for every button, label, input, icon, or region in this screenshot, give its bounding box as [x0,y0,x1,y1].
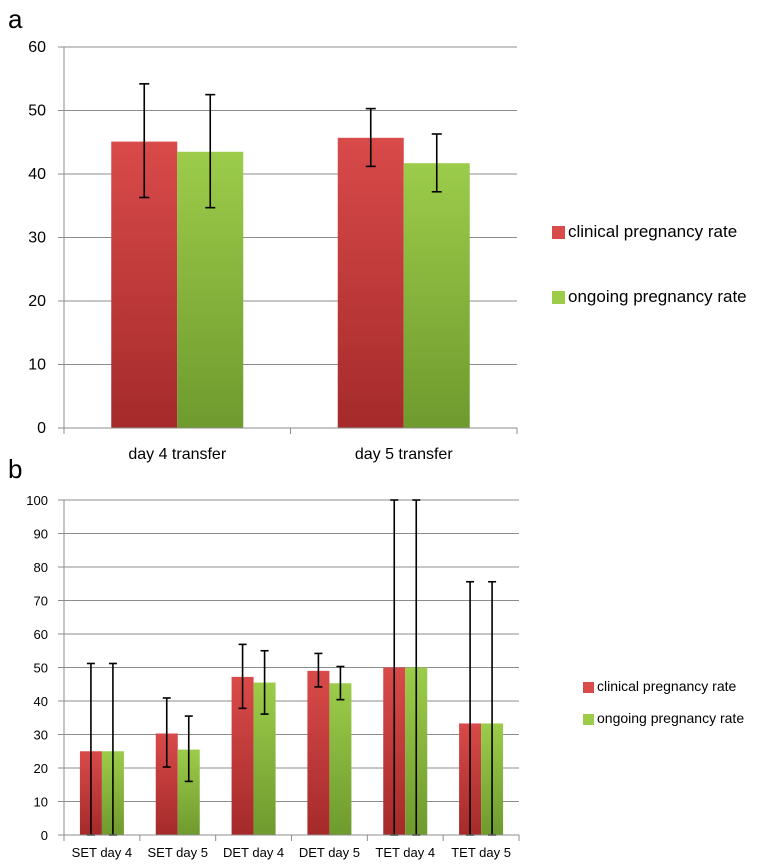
y-tick-label: 20 [34,761,48,776]
y-tick-label: 50 [34,661,48,676]
x-category-label: TET day 4 [375,845,435,860]
chart-a: 0 10 20 30 40 50 60 day 4 transfer day 5 transfe… [28,39,746,463]
legend-swatch-ongoing [552,291,565,304]
x-category-label: DET day 4 [223,845,284,860]
x-category-label: day 4 transfer [128,446,227,463]
bar-ongoing [329,683,352,835]
y-tick-label: 100 [26,493,48,508]
bar-clinical [307,670,330,835]
x-category-label: DET day 5 [299,845,360,860]
y-tick-label: 40 [28,166,46,183]
y-tick-label: 90 [34,527,48,542]
bar-clinical [155,733,178,835]
x-category-label: TET day 5 [451,845,511,860]
x-category-label: day 5 transfer [355,446,454,463]
y-tick-label: 50 [28,103,46,120]
bar-ongoing [403,163,470,428]
legend-label-ongoing: ongoing pregnancy rate [597,710,744,726]
legend-swatch-ongoing [583,714,594,725]
legend-label-clinical: clinical pregnancy rate [568,222,737,241]
x-category-label: SET day 5 [148,845,208,860]
y-tick-label: 60 [34,627,48,642]
y-tick-label: 0 [41,828,48,843]
legend-label-clinical: clinical pregnancy rate [597,678,737,694]
y-tick-label: 60 [28,39,46,56]
bar-ongoing [177,749,200,835]
y-tick-label: 10 [28,357,46,374]
y-tick-label: 40 [34,694,48,709]
y-tick-label: 30 [34,728,48,743]
bar-clinical [337,137,404,428]
y-tick-label: 10 [34,795,48,810]
y-tick-label: 70 [34,594,48,609]
y-tick-label: 80 [34,560,48,575]
y-tick-label: 0 [37,420,46,437]
panel-label-b: b [8,454,22,484]
bar-ongoing [253,682,276,835]
chart-b: 0 10 20 30 40 50 60 70 80 90 100 SET day 4 SET day 5… [26,493,744,860]
x-category-label: SET day 4 [72,845,132,860]
y-tick-label: 20 [28,293,46,310]
legend-label-ongoing: ongoing pregnancy rate [568,287,747,306]
legend-swatch-clinical [552,226,565,239]
y-tick-label: 30 [28,230,46,247]
legend-swatch-clinical [583,682,594,693]
panel-label-a: a [8,4,23,34]
bar-clinical [231,676,254,835]
